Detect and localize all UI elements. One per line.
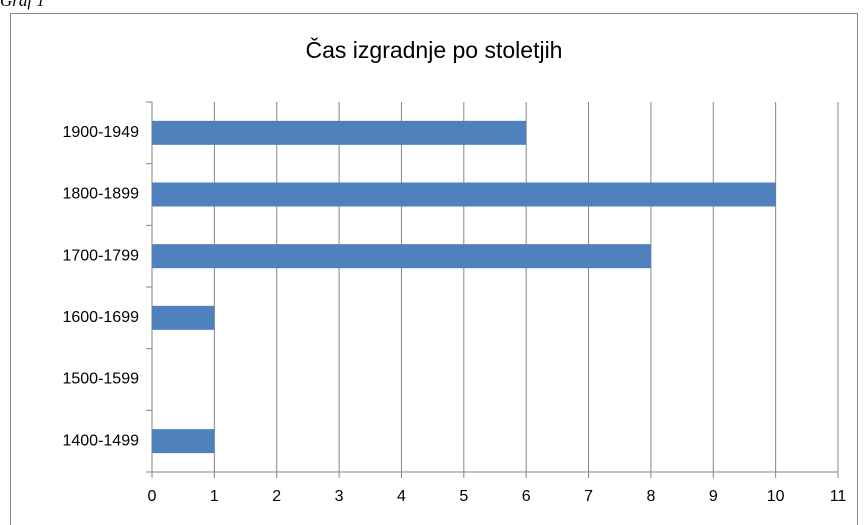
x-tick-label: 2 xyxy=(272,488,281,505)
y-tick-label: 1900-1949 xyxy=(62,124,139,141)
y-tick-label: 1400-1499 xyxy=(62,432,139,449)
bar xyxy=(152,305,215,330)
x-tick-label: 5 xyxy=(459,488,468,505)
y-tick-label: 1800-1899 xyxy=(62,186,139,203)
bar xyxy=(152,120,527,145)
x-tick-label: 6 xyxy=(522,488,531,505)
x-tick-label: 4 xyxy=(397,488,406,505)
bar xyxy=(152,429,215,454)
x-tick-label: 8 xyxy=(646,488,655,505)
x-tick-label: 10 xyxy=(767,488,785,505)
chart-title: Čas izgradnje po stoletjih xyxy=(306,36,563,63)
x-tick-label: 0 xyxy=(148,488,157,505)
bar xyxy=(152,244,651,269)
x-tick-label: 11 xyxy=(830,488,847,505)
x-tick-label: 1 xyxy=(210,488,219,505)
x-tick-label: 3 xyxy=(335,488,344,505)
x-tick-label: 7 xyxy=(584,488,593,505)
y-tick-label: 1600-1699 xyxy=(62,309,139,326)
y-tick-label: 1700-1799 xyxy=(62,247,139,264)
bar xyxy=(152,182,776,207)
y-tick-label: 1500-1599 xyxy=(62,371,139,388)
x-tick-label: 9 xyxy=(709,488,718,505)
caption: Graf 1 xyxy=(0,0,45,10)
